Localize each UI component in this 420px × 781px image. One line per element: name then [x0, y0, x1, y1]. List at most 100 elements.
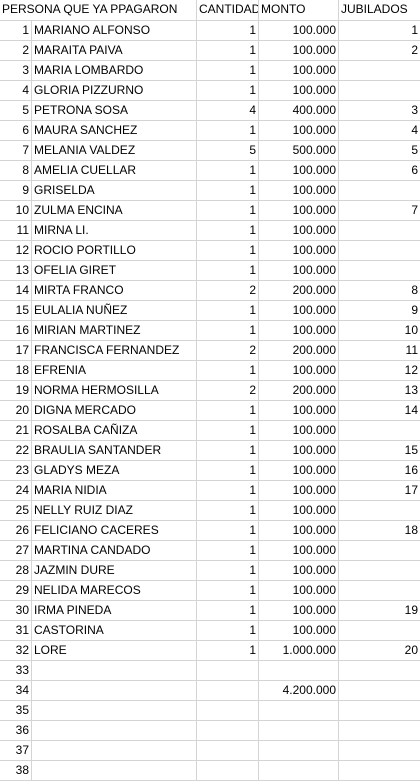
name-cell[interactable]: MARAITA PAIVA [32, 41, 197, 60]
monto-cell[interactable]: 100.000 [259, 261, 339, 280]
name-cell[interactable]: FELICIANO CACERES [32, 521, 197, 540]
monto-cell[interactable]: 100.000 [259, 581, 339, 600]
cantidad-cell[interactable]: 1 [197, 161, 259, 180]
row-number-cell[interactable]: 29 [0, 581, 32, 600]
jubilados-cell[interactable] [339, 501, 420, 520]
row-number-cell[interactable]: 18 [0, 361, 32, 380]
name-cell[interactable] [32, 661, 197, 680]
cantidad-cell[interactable]: 1 [197, 361, 259, 380]
row-number-cell[interactable]: 2 [0, 41, 32, 60]
row-number-cell[interactable]: 8 [0, 161, 32, 180]
monto-cell[interactable]: 100.000 [259, 41, 339, 60]
name-cell[interactable]: LORE [32, 641, 197, 660]
name-cell[interactable]: MAURA SANCHEZ [32, 121, 197, 140]
cantidad-cell[interactable]: 1 [197, 181, 259, 200]
row-number-cell[interactable]: 22 [0, 441, 32, 460]
monto-cell[interactable] [259, 741, 339, 760]
jubilados-cell[interactable] [339, 741, 420, 760]
monto-cell[interactable] [259, 661, 339, 680]
monto-cell[interactable]: 100.000 [259, 81, 339, 100]
monto-cell[interactable]: 100.000 [259, 241, 339, 260]
name-cell[interactable]: GLORIA PIZZURNO [32, 81, 197, 100]
row-number-cell[interactable]: 30 [0, 601, 32, 620]
row-number-cell[interactable]: 37 [0, 741, 32, 760]
row-number-cell[interactable]: 5 [0, 101, 32, 120]
name-cell[interactable] [32, 741, 197, 760]
name-cell[interactable] [32, 761, 197, 780]
jubilados-cell[interactable] [339, 241, 420, 260]
jubilados-cell[interactable] [339, 661, 420, 680]
monto-cell[interactable]: 100.000 [259, 301, 339, 320]
name-cell[interactable]: MIRTA FRANCO [32, 281, 197, 300]
cantidad-cell[interactable]: 1 [197, 441, 259, 460]
jubilados-cell[interactable]: 9 [411, 303, 418, 317]
name-cell[interactable]: JAZMIN DURE [32, 561, 197, 580]
header-persona[interactable]: PERSONA QUE YA PPAGARON [0, 0, 197, 20]
cantidad-cell[interactable] [197, 701, 259, 720]
name-cell[interactable]: DIGNA MERCADO [32, 401, 197, 420]
monto-cell[interactable]: 100.000 [259, 361, 339, 380]
cantidad-cell[interactable]: 1 [197, 121, 259, 140]
row-number-cell[interactable]: 32 [0, 641, 32, 660]
name-cell[interactable]: MIRNA LI. [32, 221, 197, 240]
cantidad-cell[interactable]: 2 [197, 341, 259, 360]
monto-cell[interactable]: 100.000 [259, 561, 339, 580]
jubilados-cell[interactable]: 12 [404, 363, 418, 377]
cantidad-cell[interactable]: 1 [197, 601, 259, 620]
name-cell[interactable]: CASTORINA [32, 621, 197, 640]
cantidad-cell[interactable]: 1 [197, 501, 259, 520]
jubilados-cell[interactable]: 8 [411, 283, 418, 297]
cantidad-cell[interactable]: 1 [197, 481, 259, 500]
row-number-cell[interactable]: 10 [0, 201, 32, 220]
row-number-cell[interactable]: 13 [0, 261, 32, 280]
name-cell[interactable]: EULALIA NUÑEZ [32, 301, 197, 320]
row-number-cell[interactable]: 17 [0, 341, 32, 360]
row-number-cell[interactable]: 23 [0, 461, 32, 480]
cantidad-cell[interactable] [197, 741, 259, 760]
row-number-cell[interactable]: 14 [0, 281, 32, 300]
name-cell[interactable] [32, 681, 197, 700]
jubilados-cell[interactable]: 11 [405, 343, 418, 357]
jubilados-cell[interactable]: 7 [411, 203, 418, 217]
jubilados-cell[interactable]: 17 [404, 483, 418, 497]
jubilados-cell[interactable]: 3 [411, 103, 418, 117]
jubilados-cell[interactable]: 13 [404, 383, 418, 397]
cantidad-cell[interactable]: 1 [197, 581, 259, 600]
jubilados-cell[interactable] [339, 721, 420, 740]
name-cell[interactable]: AMELIA CUELLAR [32, 161, 197, 180]
monto-cell[interactable]: 100.000 [259, 201, 339, 220]
name-cell[interactable]: MARIANO ALFONSO [32, 21, 197, 40]
cantidad-cell[interactable]: 1 [197, 421, 259, 440]
jubilados-cell[interactable] [339, 421, 420, 440]
jubilados-cell[interactable] [339, 541, 420, 560]
row-number-cell[interactable]: 1 [0, 21, 32, 40]
monto-cell[interactable]: 100.000 [259, 401, 339, 420]
name-cell[interactable]: EFRENIA [32, 361, 197, 380]
monto-cell[interactable]: 100.000 [259, 321, 339, 340]
name-cell[interactable]: OFELIA GIRET [32, 261, 197, 280]
jubilados-cell[interactable]: 16 [404, 463, 418, 477]
monto-cell[interactable]: 100.000 [259, 61, 339, 80]
jubilados-cell[interactable] [339, 581, 420, 600]
monto-cell[interactable]: 200.000 [259, 381, 339, 400]
jubilados-cell[interactable] [339, 761, 420, 780]
cantidad-cell[interactable]: 1 [197, 621, 259, 640]
monto-cell[interactable]: 100.000 [259, 501, 339, 520]
header-monto[interactable]: MONTO [259, 0, 339, 20]
jubilados-cell[interactable] [339, 701, 420, 720]
cantidad-cell[interactable]: 1 [197, 521, 259, 540]
cantidad-cell[interactable]: 1 [197, 201, 259, 220]
monto-cell[interactable]: 100.000 [259, 541, 339, 560]
cantidad-cell[interactable]: 1 [197, 261, 259, 280]
row-number-cell[interactable]: 24 [0, 481, 32, 500]
jubilados-cell[interactable] [339, 61, 420, 80]
name-cell[interactable] [32, 721, 197, 740]
jubilados-cell[interactable]: 19 [404, 603, 418, 617]
cantidad-cell[interactable]: 1 [197, 641, 259, 660]
jubilados-cell[interactable]: 1 [411, 23, 418, 37]
monto-cell[interactable]: 100.000 [259, 481, 339, 500]
name-cell[interactable]: ROCIO PORTILLO [32, 241, 197, 260]
cantidad-cell[interactable] [197, 681, 259, 700]
jubilados-cell[interactable] [339, 561, 420, 580]
row-number-cell[interactable]: 20 [0, 401, 32, 420]
